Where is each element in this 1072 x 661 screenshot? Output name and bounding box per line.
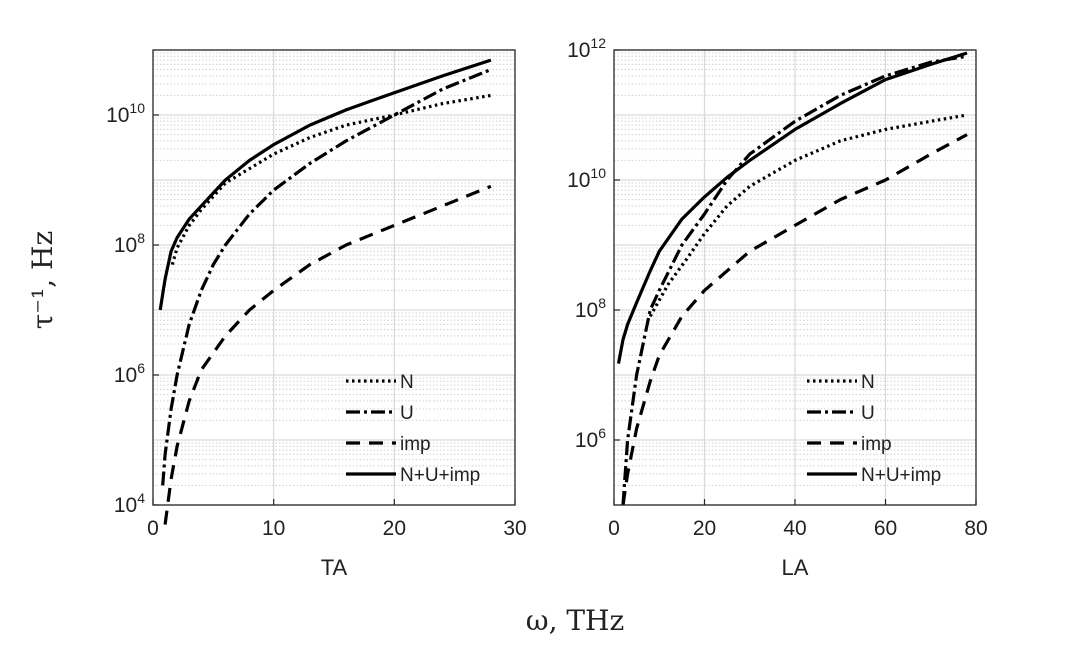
series-line-ta-u xyxy=(161,68,492,486)
x-tick-label-la: 20 xyxy=(693,517,716,540)
x-tick-label-la: 0 xyxy=(608,517,620,540)
x-tick-label-la: 80 xyxy=(964,517,987,540)
series-line-ta-n-u-imp xyxy=(158,58,492,311)
x-tick-label-ta: 10 xyxy=(262,517,285,540)
series-line-ta-imp xyxy=(163,184,492,525)
axes-frame-ta xyxy=(152,49,516,506)
x-tick-label-ta: 30 xyxy=(503,517,526,540)
y-tick-label-ta: 106 xyxy=(114,360,145,387)
curves-ta xyxy=(158,58,492,525)
curves-la xyxy=(616,51,968,506)
x-tick-label-ta: 0 xyxy=(147,517,159,540)
legend-label-ta: imp xyxy=(400,434,431,455)
y-tick-label-la: 108 xyxy=(575,295,606,322)
ticks-la: 0 20 40 60 80 106 108 1010 1012 xyxy=(567,35,988,540)
shared-x-axis-label: ω, THz xyxy=(526,604,624,637)
shared-y-axis-label: τ⁻¹, Hz xyxy=(26,231,59,329)
series-line-la-u xyxy=(621,54,968,506)
legend-label-ta: U xyxy=(400,403,414,424)
y-tick-label-ta: 104 xyxy=(114,490,145,517)
y-tick-label-ta: 1010 xyxy=(106,100,145,127)
x-tick-label-la: 40 xyxy=(783,517,806,540)
y-tick-label-la: 1010 xyxy=(567,165,606,192)
x-tick-label-ta: 20 xyxy=(383,517,406,540)
legend-label-la: imp xyxy=(861,434,892,455)
grid-la xyxy=(614,49,976,506)
legend-label-la: U xyxy=(861,403,875,424)
legend-label-la: N xyxy=(861,372,875,393)
y-tick-label-la: 106 xyxy=(575,425,606,452)
series-line-la-n xyxy=(648,113,968,318)
series-line-la-imp xyxy=(621,133,968,506)
x-axis-label-la: LA xyxy=(782,555,809,580)
y-tick-label-ta: 108 xyxy=(114,230,145,257)
ticks-ta: 0 10 20 30 104 106 108 1010 xyxy=(106,100,527,540)
legend-label-ta: N+U+imp xyxy=(400,465,480,486)
x-axis-label-ta: TA xyxy=(321,555,348,580)
legend-label-ta: N xyxy=(400,372,414,393)
series-line-la-n-u-imp xyxy=(616,51,968,364)
x-tick-label-la: 60 xyxy=(874,517,897,540)
y-tick-label-la: 1012 xyxy=(567,35,606,62)
legend-label-la: N+U+imp xyxy=(861,465,941,486)
